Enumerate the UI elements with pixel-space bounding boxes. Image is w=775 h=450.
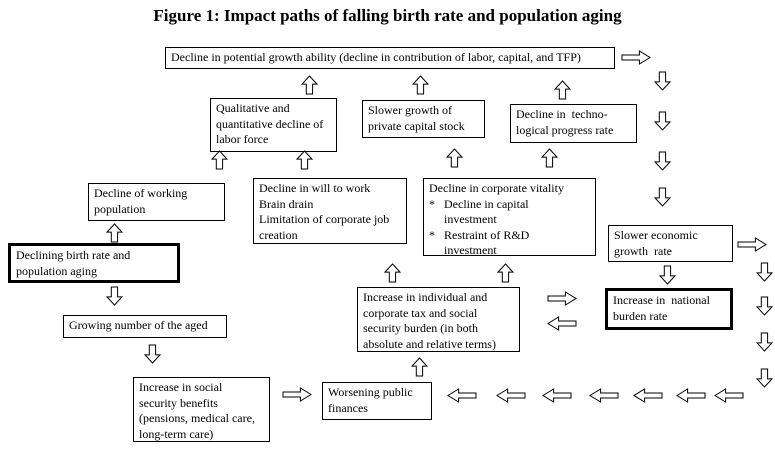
down-arrow-icon [653, 111, 672, 131]
box-tech-progress-decline: Decline in techno- logical progress rate [510, 104, 637, 143]
box-will-to-work-decline: Decline in will to work Brain drain Limi… [253, 178, 407, 244]
box-declining-birth-rate: Declining birth rate and population agin… [8, 243, 180, 283]
up-arrow-icon [300, 75, 319, 95]
up-arrow-icon [105, 223, 124, 243]
up-arrow-icon [553, 80, 572, 100]
left-arrow-icon [547, 316, 577, 331]
down-arrow-icon [653, 151, 672, 171]
box-corporate-vitality-decline: Decline in corporate vitality * Decline … [423, 178, 596, 257]
right-arrow-icon [621, 50, 651, 65]
left-arrow-icon [447, 388, 477, 403]
down-arrow-icon [755, 296, 774, 316]
left-arrow-icon [676, 388, 706, 403]
left-arrow-icon [542, 388, 572, 403]
up-arrow-icon [411, 75, 430, 95]
figure-title: Figure 1: Impact paths of falling birth … [153, 6, 622, 25]
up-arrow-icon [383, 263, 402, 283]
box-economic-growth-slower: Slower economic growth rate [608, 225, 733, 262]
right-arrow-icon [282, 387, 312, 402]
down-arrow-icon [653, 187, 672, 207]
box-tax-security-burden: Increase in individual and corporate tax… [357, 287, 520, 352]
box-growing-aged-number: Growing number of the aged [63, 315, 227, 338]
up-arrow-icon [496, 263, 515, 283]
box-national-burden-increase: Increase in national burden rate [605, 288, 733, 330]
box-potential-growth-decline: Decline in potential growth ability (dec… [165, 47, 615, 69]
right-arrow-icon [547, 291, 577, 306]
left-arrow-icon [633, 388, 663, 403]
right-arrow-icon [737, 237, 767, 252]
down-arrow-icon [143, 344, 162, 364]
box-capital-stock-growth: Slower growth of private capital stock [362, 100, 485, 138]
down-arrow-icon [653, 71, 672, 91]
down-arrow-icon [755, 262, 774, 282]
box-labor-force-decline: Qualitative and quantitative decline of … [210, 98, 337, 152]
down-arrow-icon [105, 286, 124, 306]
left-arrow-icon [714, 388, 744, 403]
box-worsening-public-finances: Worsening public finances [322, 382, 432, 420]
up-arrow-icon [540, 148, 559, 168]
down-arrow-icon [658, 265, 677, 285]
left-arrow-icon [589, 388, 619, 403]
left-arrow-icon [496, 388, 526, 403]
down-arrow-icon [755, 368, 774, 388]
up-arrow-icon [410, 357, 429, 377]
up-arrow-icon [210, 150, 229, 170]
box-working-population-decline: Decline of working population [88, 183, 225, 221]
up-arrow-icon [295, 150, 314, 170]
down-arrow-icon [755, 332, 774, 352]
box-social-security-benefits: Increase in social security benefits (pe… [133, 377, 270, 442]
up-arrow-icon [445, 148, 464, 168]
